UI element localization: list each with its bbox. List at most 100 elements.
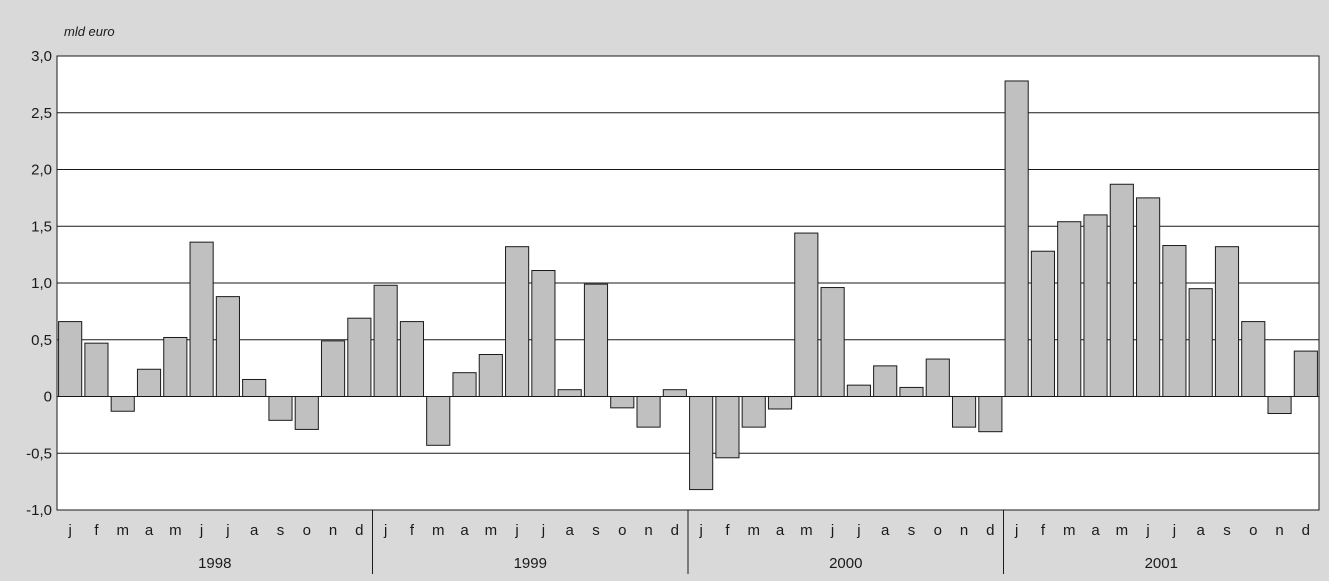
x-month-label: d bbox=[671, 522, 679, 539]
bar bbox=[268, 396, 293, 421]
bar bbox=[505, 246, 530, 397]
bar bbox=[662, 389, 687, 398]
x-month-label: j bbox=[830, 522, 834, 539]
bar bbox=[1162, 245, 1187, 397]
x-month-label: j bbox=[1145, 522, 1149, 539]
bar bbox=[320, 340, 346, 398]
bar bbox=[767, 396, 793, 410]
bar bbox=[1214, 246, 1240, 397]
x-month-label: d bbox=[1302, 522, 1310, 539]
bar bbox=[899, 386, 924, 398]
bar bbox=[1267, 396, 1292, 415]
x-month-label: j bbox=[514, 522, 518, 539]
x-month-label: a bbox=[250, 522, 259, 539]
bar bbox=[373, 284, 398, 397]
bar bbox=[1004, 80, 1029, 397]
y-tick-label: 0 bbox=[44, 389, 52, 406]
x-month-label: m bbox=[116, 522, 129, 539]
x-month-label: n bbox=[960, 522, 968, 539]
bar bbox=[794, 232, 819, 397]
bar bbox=[583, 283, 609, 398]
bar bbox=[1188, 288, 1213, 398]
bar bbox=[1293, 350, 1318, 398]
x-month-label: a bbox=[145, 522, 154, 539]
x-month-label: s bbox=[277, 522, 285, 539]
x-month-label: o bbox=[303, 522, 311, 539]
bar bbox=[846, 384, 871, 397]
bar bbox=[1083, 214, 1108, 397]
x-month-label: a bbox=[460, 522, 469, 539]
x-month-label: n bbox=[1275, 522, 1283, 539]
x-month-label: m bbox=[1063, 522, 1076, 539]
bar bbox=[741, 396, 766, 428]
bar bbox=[1241, 321, 1266, 397]
x-year-label: 2000 bbox=[829, 555, 862, 572]
x-month-label: f bbox=[94, 522, 99, 539]
y-tick-label: 0,5 bbox=[31, 332, 52, 349]
bar bbox=[1057, 221, 1082, 397]
x-month-label: a bbox=[1091, 522, 1100, 539]
x-year-label: 2001 bbox=[1145, 555, 1178, 572]
bar bbox=[426, 396, 451, 446]
bar bbox=[399, 321, 425, 397]
x-month-label: j bbox=[199, 522, 203, 539]
x-month-label: a bbox=[566, 522, 575, 539]
x-month-label: s bbox=[908, 522, 916, 539]
x-month-label: m bbox=[800, 522, 813, 539]
bar bbox=[978, 396, 1003, 433]
x-month-label: d bbox=[986, 522, 994, 539]
x-month-label: m bbox=[169, 522, 182, 539]
y-tick-label: 2,0 bbox=[31, 162, 52, 179]
x-month-label: j bbox=[856, 522, 860, 539]
bar bbox=[110, 396, 135, 412]
bar bbox=[1030, 250, 1056, 397]
y-tick-label: 1,5 bbox=[31, 218, 52, 235]
bar bbox=[84, 342, 109, 398]
x-month-label: o bbox=[1249, 522, 1257, 539]
bar bbox=[557, 389, 582, 398]
bar bbox=[925, 358, 950, 397]
y-tick-label: -1,0 bbox=[26, 502, 52, 519]
bar bbox=[347, 317, 372, 397]
x-month-label: o bbox=[934, 522, 942, 539]
bar bbox=[715, 396, 740, 459]
x-month-label: j bbox=[225, 522, 229, 539]
bar bbox=[689, 396, 714, 491]
x-month-label: m bbox=[1116, 522, 1129, 539]
x-month-label: a bbox=[776, 522, 785, 539]
bar bbox=[1136, 197, 1161, 398]
x-month-label: a bbox=[1197, 522, 1206, 539]
y-tick-label: -0,5 bbox=[26, 445, 52, 462]
x-month-label: f bbox=[1041, 522, 1046, 539]
bar bbox=[215, 296, 240, 397]
bar bbox=[58, 321, 83, 397]
x-month-label: s bbox=[1223, 522, 1231, 539]
x-month-label: j bbox=[67, 522, 71, 539]
x-month-label: a bbox=[881, 522, 890, 539]
bar bbox=[610, 396, 635, 409]
bar bbox=[478, 354, 503, 397]
x-month-label: f bbox=[410, 522, 415, 539]
bar bbox=[294, 396, 319, 430]
bar bbox=[452, 372, 477, 398]
x-month-label: j bbox=[1014, 522, 1018, 539]
bar bbox=[136, 368, 162, 398]
x-month-label: s bbox=[592, 522, 600, 539]
y-axis-unit-label: mld euro bbox=[64, 24, 115, 39]
x-month-label: o bbox=[618, 522, 626, 539]
bar bbox=[189, 241, 214, 397]
bar bbox=[951, 396, 977, 428]
x-month-label: n bbox=[644, 522, 652, 539]
bar bbox=[636, 396, 661, 428]
x-month-label: d bbox=[355, 522, 363, 539]
bar bbox=[1109, 183, 1134, 397]
bars bbox=[58, 80, 1318, 491]
x-month-label: j bbox=[541, 522, 545, 539]
bar bbox=[531, 270, 556, 398]
x-month-label: j bbox=[383, 522, 387, 539]
x-month-label: f bbox=[725, 522, 730, 539]
x-month-label: m bbox=[432, 522, 445, 539]
y-tick-label: 2,5 bbox=[31, 105, 52, 122]
